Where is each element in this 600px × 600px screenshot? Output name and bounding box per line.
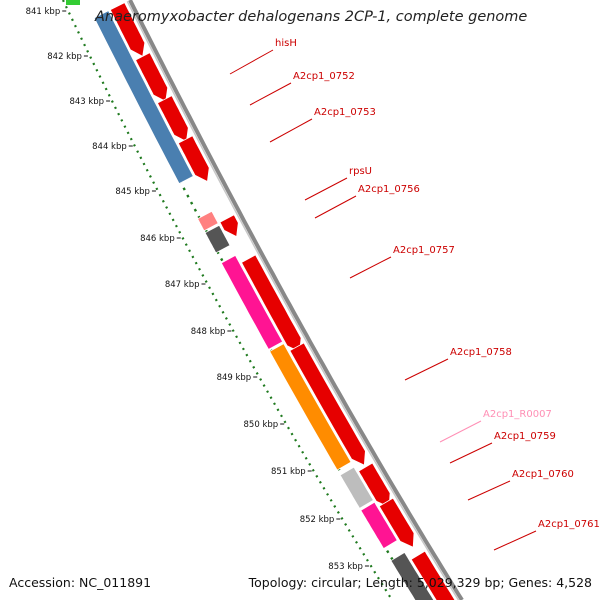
gene-label-leader-line — [304, 177, 348, 201]
top-green-marker — [66, 0, 80, 5]
cds-block — [177, 135, 210, 183]
ruler-tick-label: 848 kbp — [191, 327, 226, 337]
cds-block — [219, 214, 239, 238]
accession-text: Accession: NC_011891 — [9, 575, 152, 590]
ruler-tick-label: 844 kbp — [92, 142, 127, 152]
ruler-dotted-line — [62, 0, 393, 600]
gene-label: A2cp1_R0007 — [483, 409, 552, 420]
grey-feature-band — [204, 224, 231, 254]
genome-backbone — [128, 0, 464, 600]
gene-label: A2cp1_0760 — [512, 469, 574, 480]
gene-label: rpsU — [349, 166, 372, 177]
gene-label-leader-line — [269, 118, 313, 143]
ruler-tick-label: 852 kbp — [300, 515, 335, 525]
gene-label-leader-line — [349, 256, 392, 279]
genome-backbone-shadow — [126, 0, 460, 600]
gene-label-leader-line — [467, 480, 511, 501]
cds-block-0758 — [289, 342, 366, 466]
rna-feature-band — [197, 210, 219, 232]
gene-label-leader-line — [493, 530, 537, 551]
cds-block — [135, 52, 169, 103]
gene-label-leader-line — [404, 358, 449, 381]
gene-label-leader-line — [229, 49, 274, 75]
gene-label-leader-line — [314, 195, 357, 219]
gene-label: A2cp1_0761 — [538, 519, 600, 530]
gene-label: A2cp1_0758 — [450, 347, 512, 358]
gene-label: A2cp1_0757 — [393, 245, 455, 256]
page-title: Anaeromyxobacter dehalogenans 2CP-1, com… — [95, 9, 528, 25]
gene-label: A2cp1_0752 — [293, 71, 355, 82]
light-grey-feature-band — [339, 466, 374, 509]
ruler-tick-label: 851 kbp — [271, 467, 306, 477]
genome-summary-text: Topology: circular; Length: 5,029,329 bp… — [248, 575, 592, 590]
gene-label-leader-line — [449, 442, 493, 464]
gene-label: A2cp1_0753 — [314, 107, 376, 118]
gene-label: A2cp1_0756 — [358, 184, 420, 195]
cds-block-0761 — [410, 550, 456, 600]
ruler-tick-label: 842 kbp — [47, 52, 82, 62]
blue-feature-band — [93, 10, 194, 185]
ruler-tick-label: 853 kbp — [328, 562, 363, 572]
ruler-tick-label: 850 kbp — [244, 420, 279, 430]
cds-block — [156, 95, 189, 143]
cds-block-0760 — [378, 497, 415, 548]
ruler-tick-label: 843 kbp — [69, 97, 104, 107]
orange-feature-band — [269, 343, 352, 471]
ruler-tick-label: 847 kbp — [165, 280, 200, 290]
dark-grey-feature-band — [390, 551, 435, 600]
gene-label: hisH — [275, 38, 297, 49]
gene-label-leader-line — [439, 420, 482, 443]
ruler-tick-label: 846 kbp — [140, 234, 175, 244]
ruler-tick-label: 841 kbp — [26, 7, 61, 17]
pink-feature-band — [360, 501, 398, 550]
gene-label: A2cp1_0759 — [494, 431, 556, 442]
gene-label-leader-line — [249, 82, 292, 106]
ruler-tick-label: 845 kbp — [115, 187, 150, 197]
pink-feature-band — [220, 254, 284, 350]
ruler-tick-label: 849 kbp — [217, 373, 252, 383]
cds-block — [109, 2, 146, 57]
